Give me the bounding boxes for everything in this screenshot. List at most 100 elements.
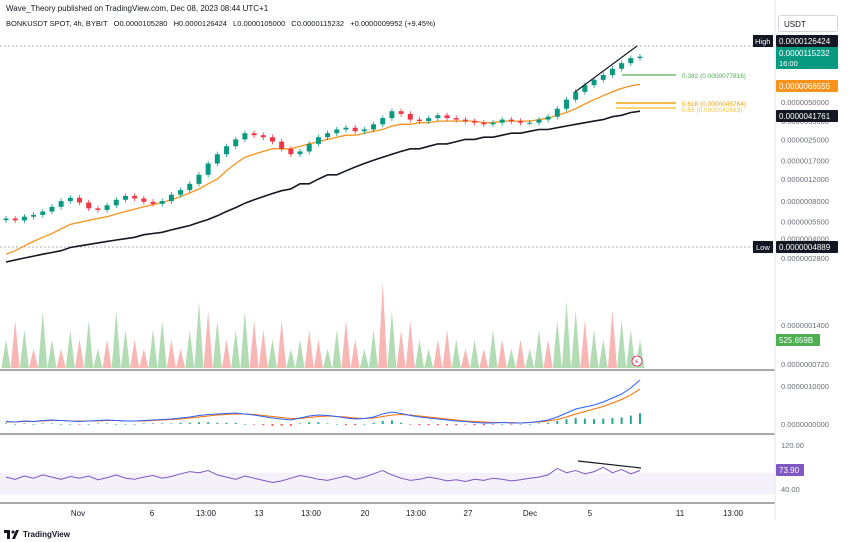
macd-histogram-bar [354,424,357,426]
macd-histogram-bar [464,424,467,425]
ema200-value: 0.0000041761 [779,112,831,121]
volume-bar [405,320,415,368]
candle [343,127,349,130]
macd-line [5,379,641,424]
macd-histogram-bar [197,422,200,424]
volume-bar [130,339,140,368]
ema50-value: 0.0000068555 [779,82,831,91]
macd-histogram-bar [372,422,375,424]
macd-histogram-bar [620,417,623,424]
candle [499,119,505,123]
macd-histogram-bar [363,424,366,425]
time-tick: 13:00 [406,509,427,518]
candle [554,108,560,117]
volume-bar [359,348,369,368]
candle [12,218,18,221]
volume-value: 525.659B [779,336,813,345]
macd-histogram-bar [271,424,274,426]
volume-bar [414,339,425,368]
macd-histogram-bar [243,424,246,425]
price-change: +0.0000009952 (+9.45%) [350,19,436,28]
price-tick: 0.0000025000 [781,135,829,144]
candle [508,119,514,122]
macd-histogram-bar [170,423,173,424]
high-tag-bg [753,35,773,47]
candle [141,198,147,202]
macd-histogram-bar [225,422,228,424]
candle [545,116,551,120]
volume-bar [506,348,516,368]
symbol-name: BONKUSDT SPOT, 4h, BYBIT [6,19,108,28]
rsi-trendline [577,460,642,469]
candle [472,121,478,123]
macd-histogram-bar [409,424,412,425]
macd-histogram-bar [317,422,320,424]
macd-histogram-bar [611,418,614,424]
volume-bar [74,339,85,368]
candle [591,79,597,86]
candle [407,113,413,120]
ema200-line [5,110,641,263]
last-price-bg [776,47,838,69]
price-tick: 0.0000008000 [781,197,829,206]
macd-histogram-bar [32,424,35,425]
macd-histogram-bar [152,423,155,424]
volume-bar [231,329,241,368]
macd-histogram-bar [639,413,641,424]
price-tick: 0.0000004000 [781,235,829,244]
candle [178,190,184,195]
rsi-line [5,466,641,484]
volume-bar [166,339,176,368]
candle [518,121,524,123]
candle [58,201,64,207]
volume-bar [19,329,29,368]
candle [21,216,27,221]
low-value-bg [776,241,838,253]
fibonacci-levels: 0.382 (0.0000077816) 0.618 (0.0000045764)… [616,73,746,114]
volume-bar [267,339,277,368]
candle [187,183,193,191]
candle [31,214,37,217]
time-tick: 5 [588,509,593,518]
volume-bar [1,339,11,368]
volume-bar [497,339,507,368]
price-trendline [574,45,638,93]
volume-bar [479,348,489,368]
candle [288,148,294,155]
macd-histogram-bar [418,424,421,426]
ohlc-high: H0.0000126424 [173,19,227,28]
macd-histogram-bar [308,422,311,424]
candle [224,146,230,155]
volume-bar [387,310,397,368]
volume-bar [304,329,314,368]
macd-histogram-bar [207,422,210,424]
volume-bar [258,329,268,368]
macd-histogram-bar [234,422,237,424]
candle [380,118,386,125]
time-tick: 13:00 [301,509,322,518]
volume-bar [332,329,342,368]
candle [582,85,588,92]
candle [196,174,202,184]
symbol-legend: BONKUSDT SPOT, 4h, BYBIT O0.0000105280 H… [6,19,439,28]
volume-bar [341,320,351,368]
volume-bar [543,339,553,368]
moving-averages [5,83,641,263]
macd-histogram-bar [574,418,577,424]
brand-name: TradingView [23,530,70,539]
candle [334,129,340,134]
candle [462,119,468,122]
candle [49,206,55,212]
candle [416,119,422,122]
macd-histogram-bar [87,424,90,425]
candle [426,118,432,122]
volume-bar [617,320,627,368]
volume-bar [295,339,305,368]
candle [3,218,9,221]
volume-bar [580,320,590,368]
volume-bar [516,339,526,368]
candle [104,205,110,210]
currency-selector[interactable]: USDT [778,15,838,32]
volume-bar [185,329,195,368]
